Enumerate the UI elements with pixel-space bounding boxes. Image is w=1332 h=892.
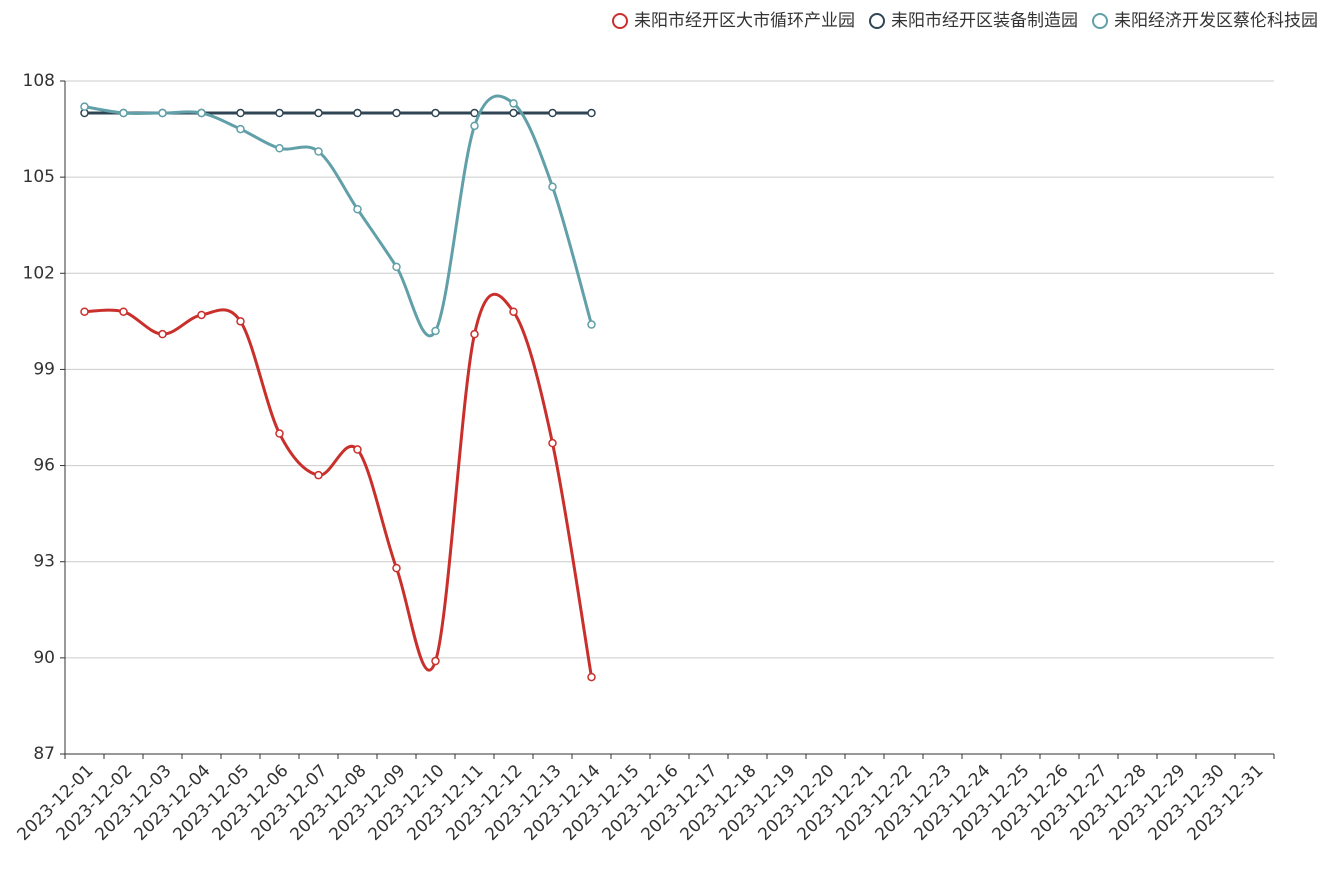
point [431, 656, 440, 666]
point [80, 102, 89, 111]
point [548, 108, 557, 118]
point [470, 329, 479, 339]
y-tick-label: 108 [23, 71, 55, 91]
legend-label: 耒阳经济开发区蔡伦科技园 [1114, 11, 1318, 31]
point [197, 310, 206, 320]
point [314, 470, 323, 480]
point [314, 108, 323, 118]
point [392, 563, 401, 573]
point [353, 108, 362, 118]
point [119, 108, 128, 118]
y-tick-label: 105 [23, 167, 55, 187]
point [236, 317, 245, 326]
point [275, 429, 284, 438]
point [314, 147, 323, 156]
series-line [84, 94, 593, 338]
point [236, 108, 245, 118]
point [158, 108, 167, 118]
point [392, 108, 401, 118]
point [587, 108, 596, 118]
point [509, 307, 518, 316]
series-line [84, 292, 593, 678]
point [587, 320, 596, 329]
y-tick-label: 93 [33, 552, 55, 572]
point [392, 262, 401, 272]
point [470, 121, 479, 131]
y-tick-label: 99 [33, 359, 55, 379]
legend: 耒阳经济开发区蔡伦科技园 耒阳市经开区装备制造园 耒阳市经开区大市循环产业园 [612, 11, 1318, 31]
legend-label: 耒阳市经开区大市循环产业园 [634, 11, 855, 31]
point [353, 445, 362, 454]
y-tick-label: 96 [33, 456, 55, 476]
point [119, 307, 128, 316]
point [197, 108, 206, 118]
point [158, 329, 167, 339]
point [236, 124, 245, 134]
legend-marker [612, 13, 628, 29]
point [275, 144, 284, 153]
y-tick-label: 90 [33, 648, 55, 668]
point [509, 108, 518, 118]
point [80, 307, 89, 316]
point [548, 438, 557, 448]
point [548, 182, 557, 192]
point [509, 99, 518, 108]
point [431, 108, 440, 118]
y-tick-label: 87 [33, 744, 55, 764]
point [470, 108, 479, 118]
point [353, 204, 362, 214]
legend-marker [1092, 13, 1108, 29]
point [587, 672, 596, 682]
point [275, 108, 284, 118]
legend-marker [869, 13, 885, 29]
y-tick-label: 102 [23, 263, 55, 283]
point [431, 326, 440, 336]
legend-label: 耒阳市经开区装备制造园 [891, 11, 1078, 31]
